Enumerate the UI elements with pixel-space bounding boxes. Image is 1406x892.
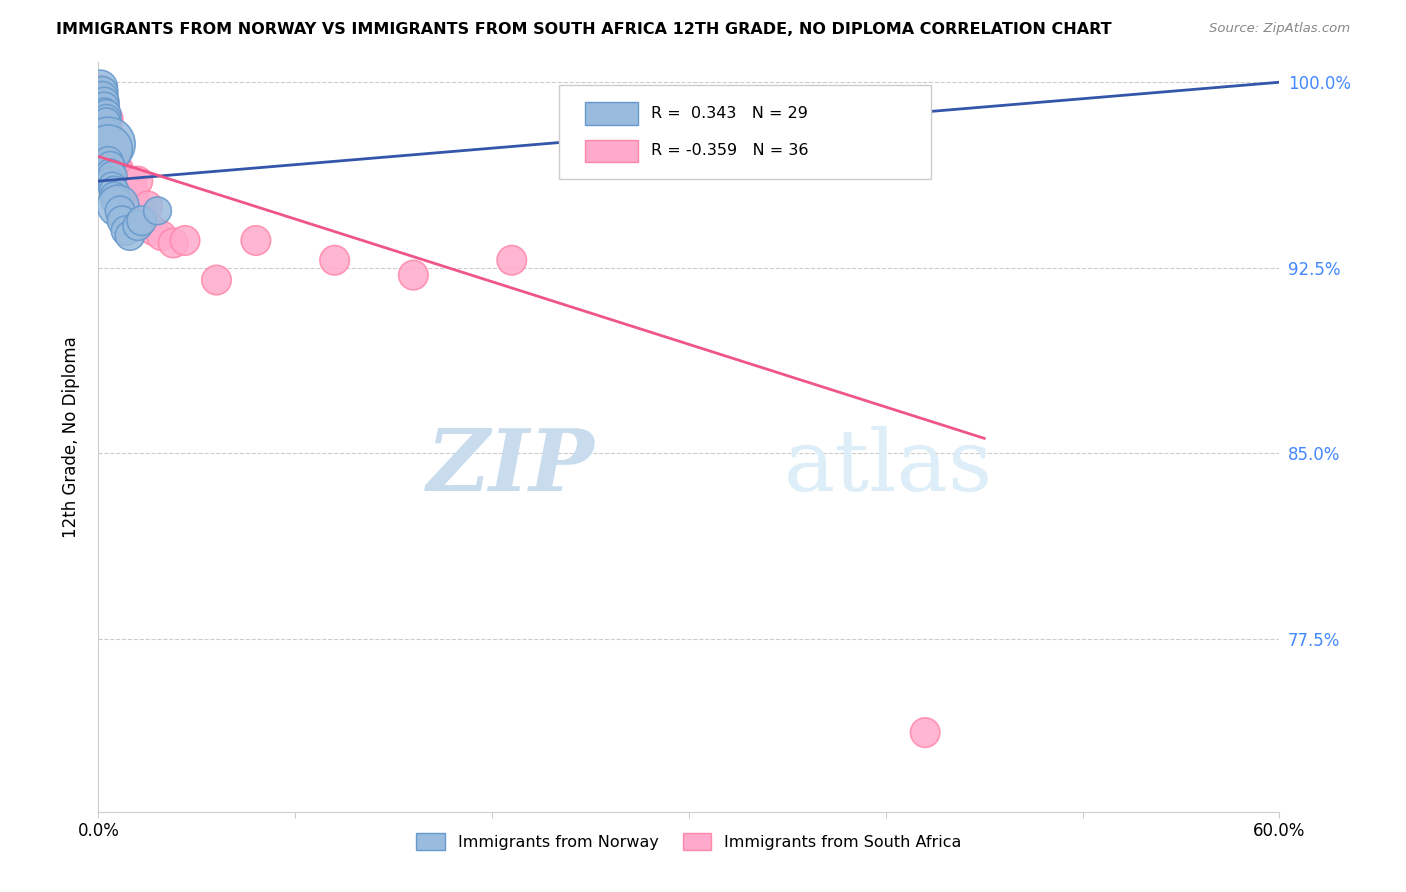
Point xyxy=(96,112,118,127)
Point xyxy=(89,82,111,96)
Point xyxy=(93,104,115,119)
Point xyxy=(162,235,184,250)
Point xyxy=(142,224,165,238)
Point xyxy=(98,167,121,181)
Point xyxy=(121,174,143,188)
Point xyxy=(115,224,138,238)
Point xyxy=(96,115,118,129)
Point xyxy=(127,219,149,233)
Point xyxy=(96,125,118,139)
Point xyxy=(97,129,120,144)
Point xyxy=(108,203,131,218)
Point xyxy=(117,184,139,198)
Point xyxy=(323,253,346,268)
Point xyxy=(91,85,114,99)
Point xyxy=(501,253,523,268)
Text: atlas: atlas xyxy=(783,425,993,508)
Text: Source: ZipAtlas.com: Source: ZipAtlas.com xyxy=(1209,22,1350,36)
Point xyxy=(111,213,134,227)
Point xyxy=(205,273,228,287)
Point xyxy=(245,234,267,248)
Point xyxy=(97,125,120,139)
Point xyxy=(118,228,141,243)
Legend: Immigrants from Norway, Immigrants from South Africa: Immigrants from Norway, Immigrants from … xyxy=(411,827,967,856)
Text: R =  0.343   N = 29: R = 0.343 N = 29 xyxy=(651,106,808,121)
Point xyxy=(112,174,135,188)
Point xyxy=(93,100,115,114)
Point xyxy=(91,90,114,104)
Point xyxy=(131,213,153,227)
Point xyxy=(101,145,124,159)
Point xyxy=(103,149,125,163)
Point xyxy=(402,268,425,282)
Point xyxy=(127,174,149,188)
Point xyxy=(101,179,124,194)
Point xyxy=(93,100,115,114)
Text: ZIP: ZIP xyxy=(426,425,595,508)
Point xyxy=(97,112,120,127)
Point xyxy=(96,115,118,129)
Point xyxy=(914,725,936,739)
Point xyxy=(91,90,114,104)
Point xyxy=(136,199,159,213)
FancyBboxPatch shape xyxy=(560,85,931,178)
Point xyxy=(91,95,114,109)
FancyBboxPatch shape xyxy=(585,140,638,162)
Point xyxy=(118,186,141,201)
Text: IMMIGRANTS FROM NORWAY VS IMMIGRANTS FROM SOUTH AFRICA 12TH GRADE, NO DIPLOMA CO: IMMIGRANTS FROM NORWAY VS IMMIGRANTS FRO… xyxy=(56,22,1112,37)
Point xyxy=(98,159,121,173)
Point xyxy=(107,167,129,181)
Point xyxy=(97,154,120,169)
Point xyxy=(103,154,125,169)
Point xyxy=(96,107,118,121)
Point xyxy=(111,174,134,188)
Point xyxy=(103,184,125,198)
Point xyxy=(105,159,128,173)
Point xyxy=(101,169,124,184)
Point xyxy=(103,189,125,203)
Point xyxy=(93,104,115,119)
Point xyxy=(97,136,120,151)
Y-axis label: 12th Grade, No Diploma: 12th Grade, No Diploma xyxy=(62,336,80,538)
Point xyxy=(150,228,173,243)
Point xyxy=(98,136,121,151)
Point xyxy=(105,194,128,208)
Point xyxy=(174,234,197,248)
Point xyxy=(97,142,120,156)
Point xyxy=(146,203,169,218)
Point xyxy=(107,161,129,176)
Point xyxy=(131,203,153,218)
Point xyxy=(107,199,129,213)
Point xyxy=(122,186,145,201)
Point xyxy=(93,95,115,109)
Point xyxy=(96,110,118,124)
FancyBboxPatch shape xyxy=(585,103,638,125)
Point xyxy=(89,80,111,95)
Point xyxy=(98,174,121,188)
Text: R = -0.359   N = 36: R = -0.359 N = 36 xyxy=(651,144,808,159)
